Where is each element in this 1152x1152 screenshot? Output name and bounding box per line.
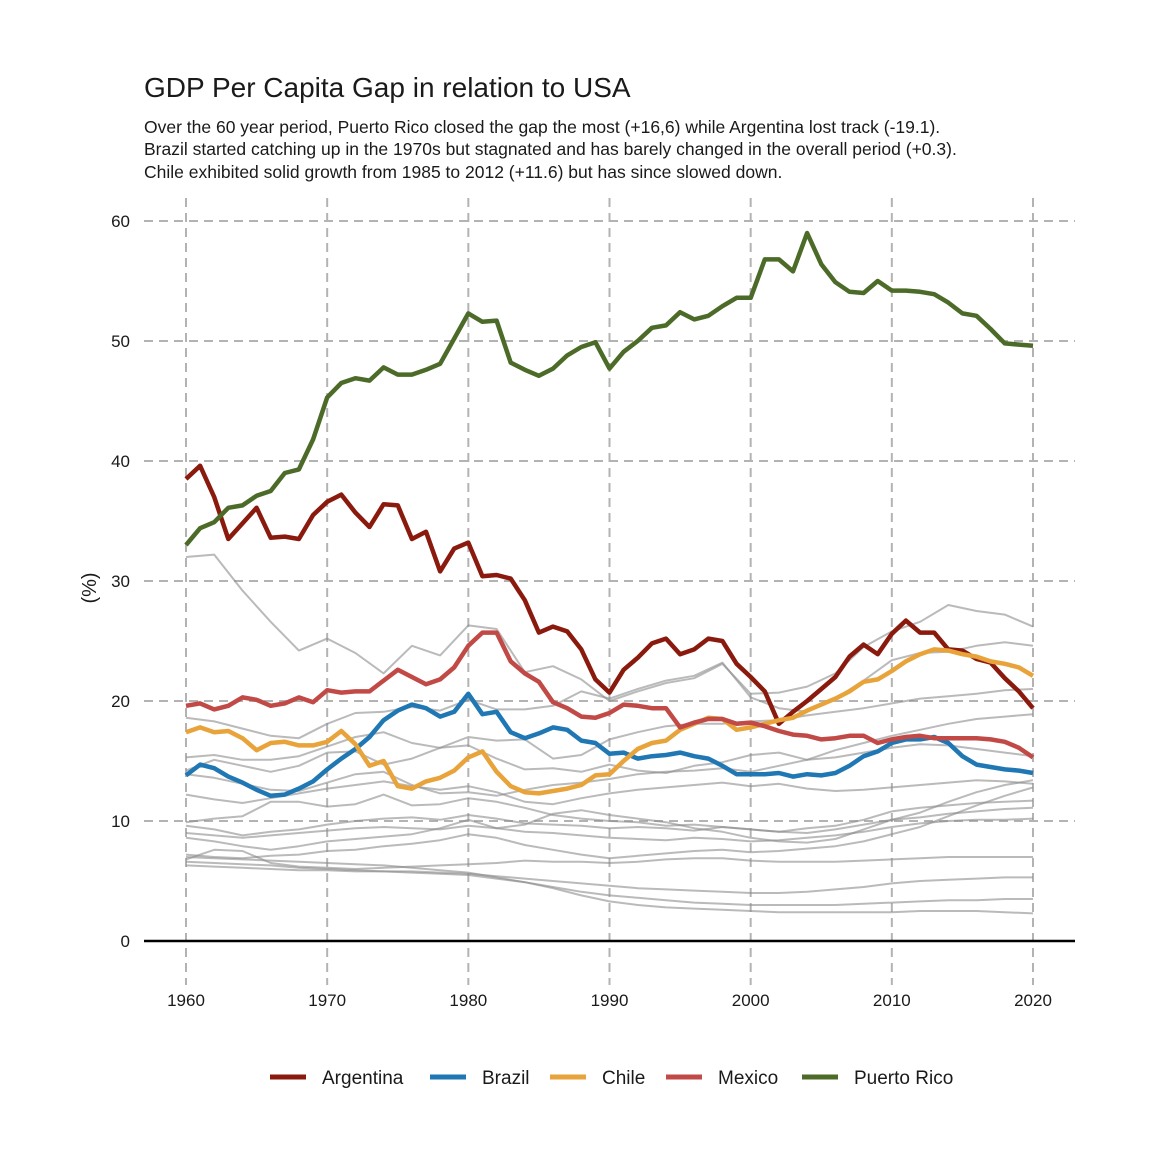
background-series-line-1: [185, 641, 1034, 740]
legend-item-brazil: Brazil: [430, 1068, 530, 1089]
legend-item-chile: Chile: [550, 1068, 645, 1089]
y-tick-label-60: 60: [111, 212, 130, 231]
series-line-puerto-rico: [184, 230, 1034, 547]
highlighted-series-group: [184, 230, 1035, 799]
legend-label-chile: Chile: [602, 1068, 645, 1089]
chart-subtitle-line-3: Chile exhibited solid growth from 1985 t…: [144, 162, 782, 182]
background-series-line-5: [185, 793, 1034, 833]
x-tick-label-2000: 2000: [732, 991, 770, 1010]
background-series-line-8: [185, 779, 1034, 851]
y-tick-label-20: 20: [111, 692, 130, 711]
x-tick-label-2010: 2010: [873, 991, 911, 1010]
legend-item-mexico: Mexico: [666, 1068, 778, 1089]
x-tick-label-1980: 1980: [449, 991, 487, 1010]
series-line-argentina: [184, 463, 1035, 727]
legend-item-puerto-rico: Puerto Rico: [802, 1068, 953, 1089]
y-tick-label-30: 30: [111, 572, 130, 591]
legend: Argentina Brazil Chile Mexico Puerto Rico: [270, 1068, 953, 1089]
series-line-mexico: [185, 630, 1035, 760]
series-line-brazil: [184, 691, 1034, 799]
y-tick-label-0: 0: [121, 932, 130, 951]
y-axis-label: (%): [79, 572, 101, 603]
background-series-line-13: [185, 856, 1034, 915]
background-series-line-2: [185, 688, 1034, 761]
background-series-line-11: [185, 860, 1033, 894]
series-line-chile: [185, 647, 1035, 796]
chart-subtitle-line-1: Over the 60 year period, Puerto Rico clo…: [144, 117, 940, 137]
legend-label-argentina: Argentina: [322, 1068, 404, 1089]
x-tick-label-1990: 1990: [591, 991, 629, 1010]
background-series-line-14: [185, 779, 1034, 806]
chart-title: GDP Per Capita Gap in relation to USA: [144, 72, 631, 103]
y-tick-label-40: 40: [111, 452, 130, 471]
legend-item-argentina: Argentina: [270, 1068, 404, 1089]
background-series-line-4: [185, 743, 1034, 797]
background-series-line-12: [185, 864, 1033, 906]
axis-ticks-group: 0 10 20 30 40 50 60 1960 1970 1980 1990 2000 2010 202…: [111, 212, 1052, 1010]
legend-label-puerto-rico: Puerto Rico: [854, 1068, 953, 1089]
background-series-line-7: [185, 817, 1034, 843]
legend-label-mexico: Mexico: [718, 1068, 778, 1089]
x-tick-label-1960: 1960: [167, 991, 205, 1010]
x-tick-label-2020: 2020: [1014, 991, 1052, 1010]
background-series-line-10: [185, 848, 1033, 870]
chart-subtitle-line-2: Brazil started catching up in the 1970s …: [144, 139, 957, 159]
y-tick-label-50: 50: [111, 332, 130, 351]
y-tick-label-10: 10: [111, 812, 130, 831]
background-series-line-9: [185, 786, 1034, 860]
background-series-line-3: [185, 713, 1034, 774]
x-tick-label-1970: 1970: [308, 991, 346, 1010]
legend-label-brazil: Brazil: [482, 1068, 530, 1089]
